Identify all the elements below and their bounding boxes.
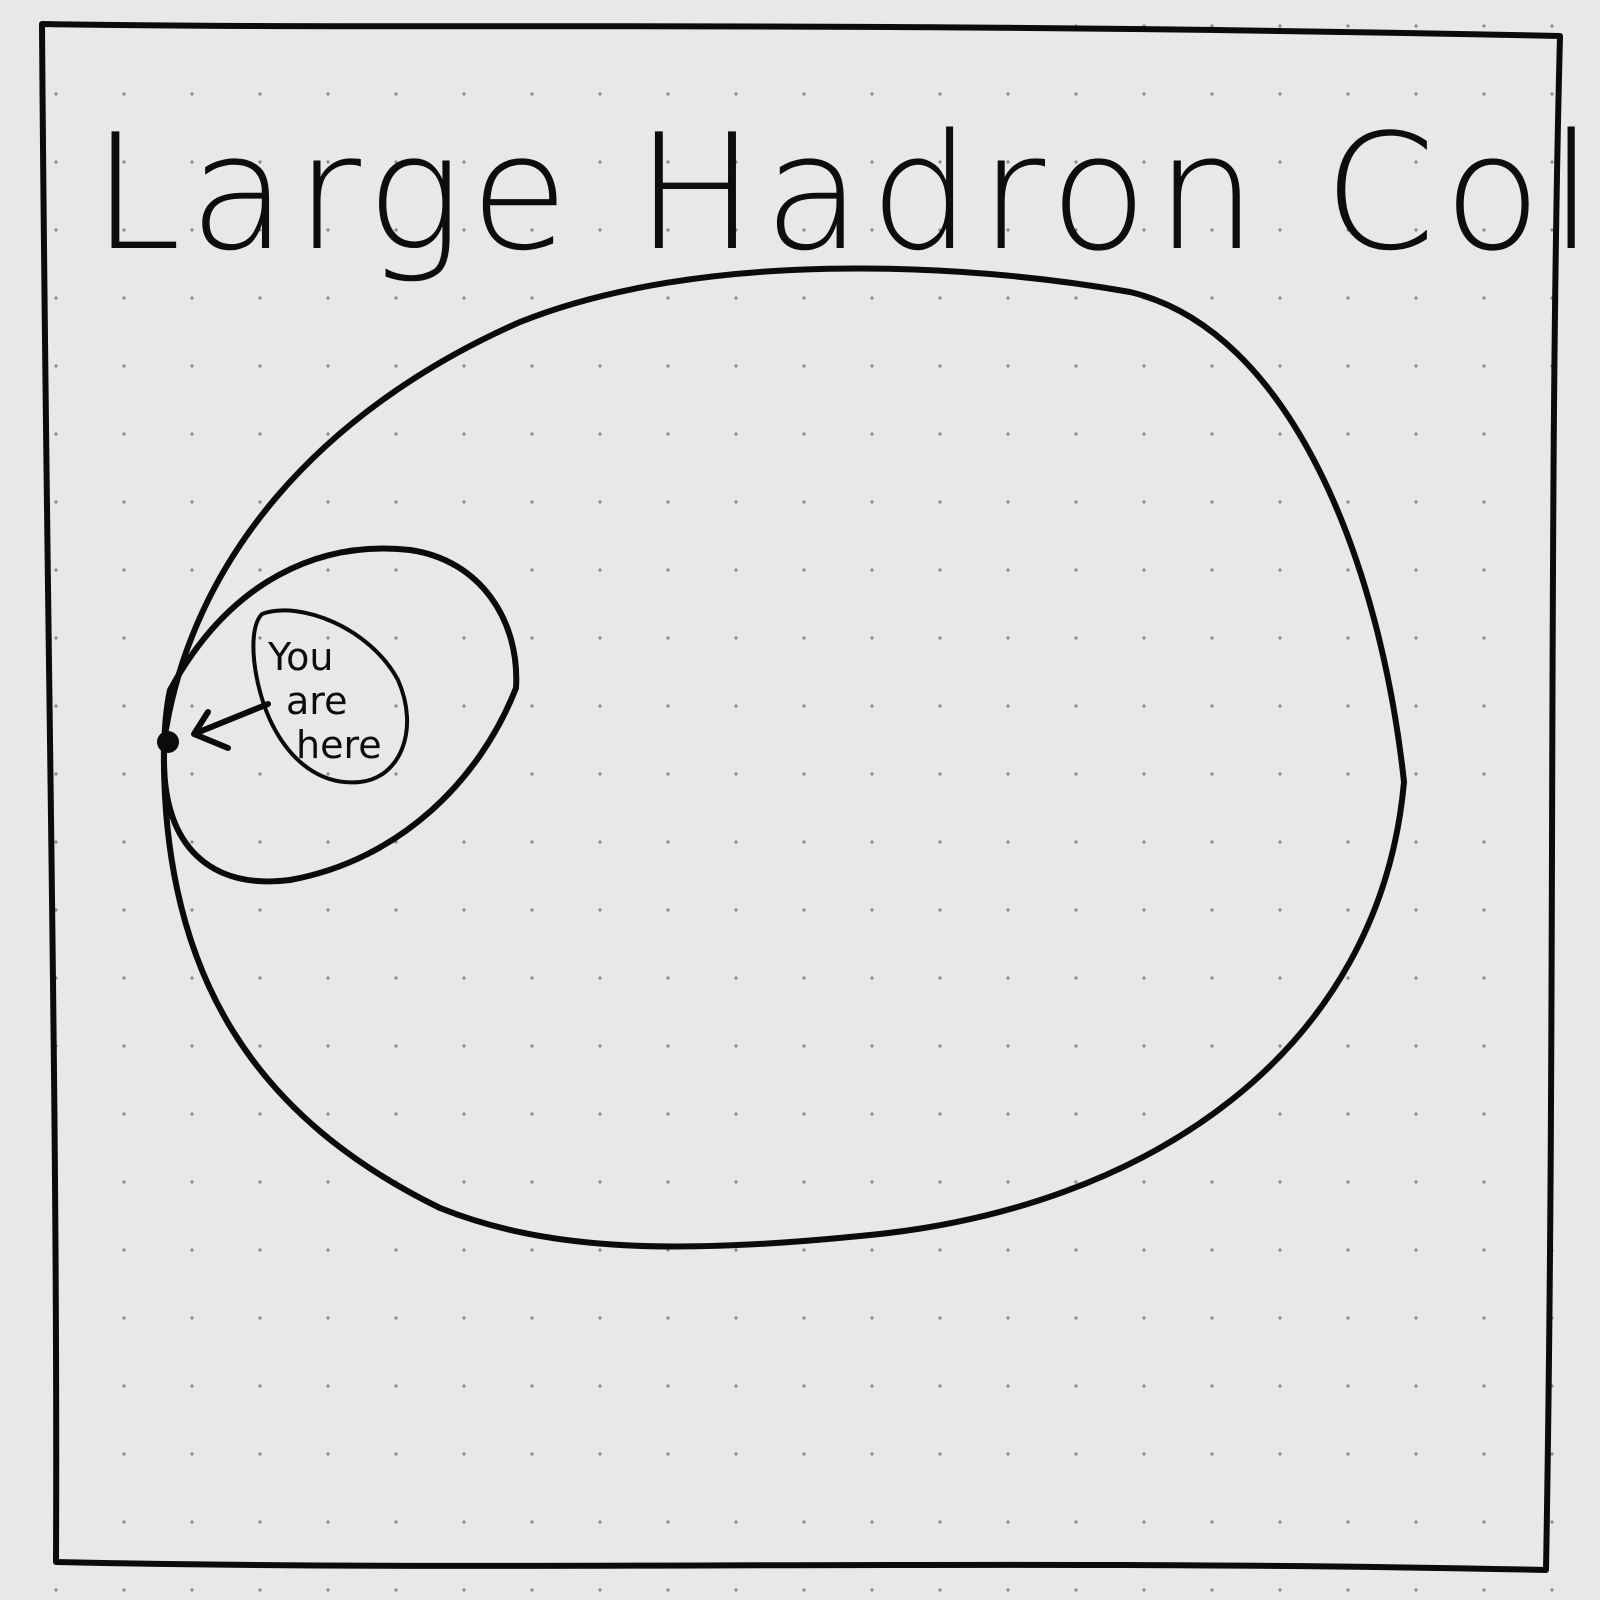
callout-line-you: You: [267, 635, 334, 679]
you-are-here-dot: [157, 731, 179, 753]
injector-ring: [161, 545, 520, 885]
callout-bubble: [251, 608, 410, 785]
diagram-title: Large Hadron Collider: [92, 99, 1600, 286]
callout-line-are: are: [286, 679, 347, 723]
frame-border: [39, 21, 1563, 1573]
pointer-arrow: [191, 701, 271, 751]
callout-line-here: here: [296, 723, 382, 767]
lhc-ring: [160, 265, 1407, 1250]
